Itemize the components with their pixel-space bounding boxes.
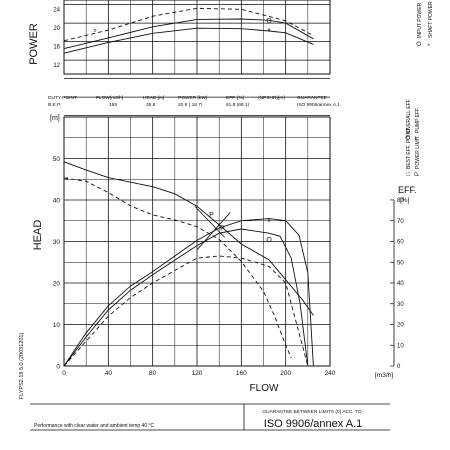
curve-marker: O [266, 237, 272, 244]
flow-x-tick-label: 80 [149, 370, 157, 377]
main-legend-sym-2: * [415, 137, 421, 140]
main-series-5 [63, 255, 309, 367]
main-legend-2: □ BEST EFF. POINT P POWER LIMIT [406, 128, 421, 176]
head-axis-label: HEAD [32, 220, 44, 251]
power-y-tick-label: 20 [53, 26, 60, 32]
head-start-marker: o [66, 176, 69, 182]
main-series-3 [63, 218, 314, 367]
sheet-identifier: FLYPS2.19 5.0 (20031201) [19, 333, 25, 400]
head-y-tick-label: 30 [53, 239, 61, 246]
main-legend-sym-1: O [406, 135, 412, 140]
main-legend-sym-4: P [415, 172, 421, 176]
power-y-tick-label: 24 [53, 7, 60, 13]
main-series-1 [63, 161, 314, 316]
eff-unit-label: [%] [400, 197, 410, 204]
head-y-tick-label: 20 [53, 281, 61, 288]
col-header-flow: FLOW[m3/h] [96, 95, 123, 101]
flow-unit-label: [m3/h] [375, 372, 393, 379]
duty-row-label: DUTY-POINT [48, 95, 77, 101]
main-series-4 [63, 228, 309, 367]
power-curves: O * o [63, 7, 314, 54]
main-legend-label-1: OVERALL EFF. [406, 98, 412, 133]
val-eff: 61.8 (69.1) [226, 102, 250, 108]
main-legend-sym-3: □ [406, 172, 412, 176]
power-series-3 [63, 27, 314, 54]
head-y-tick-label: 10 [53, 322, 61, 329]
power-legend: O INPUT POWER * SHAFT POWER [417, 1, 434, 46]
flow-x-tick-label: 160 [236, 370, 247, 377]
guarantee-title: GUARANTEE BETWEEN LIMITS (0) ACC. TO [262, 409, 362, 415]
footer-note: Performance with clear water and ambient… [34, 423, 154, 429]
eff-y-tick-label: 30 [397, 302, 404, 308]
power-y-tick-label: 12 [53, 63, 60, 69]
main-legend-label-3: BEST EFF. POINT [406, 128, 412, 169]
power-panel: 12 16 20 24 O * o POWER [28, 0, 331, 117]
power-legend-label-1: INPUT POWER [417, 2, 423, 38]
power-y-ticks: 12 16 20 24 [53, 7, 60, 69]
flow-x-tick-label: 40 [105, 370, 113, 377]
val-head: 25.6 [146, 102, 156, 108]
power-legend-sym-2: * [428, 43, 434, 46]
val-flow: 185 [109, 102, 117, 108]
col-header-power: POWER [kW] [178, 95, 207, 101]
flow-x-tick-label: 0 [62, 370, 66, 377]
main-legend-label-4: POWER LIMIT [415, 136, 421, 169]
eff-y-tick-label: 40 [397, 281, 404, 287]
val-power: 20.9 ( 18.7) [178, 102, 203, 108]
power-legend-label-2: SHAFT POWER [428, 1, 434, 38]
bep-row-label: B.E.P. [48, 102, 61, 108]
power-legend-sym-1: O [417, 41, 423, 46]
main-series-2 [63, 177, 292, 358]
footer: Performance with clear water and ambient… [30, 403, 390, 431]
power-marker-shaft: * [267, 27, 270, 36]
flow-x-tick-label: 240 [325, 370, 336, 377]
col-header-eff: EFF. [%] [226, 95, 244, 101]
col-header-npshr: (NPSHR)[m] [258, 95, 285, 101]
main-panel: 0 10 20 30 40 50 0 10 20 30 40 50 60 70 80 0 40 80 120 16… [32, 115, 417, 394]
head-y-tick-label: 40 [53, 198, 61, 205]
eff-y-tick-label: 20 [397, 323, 404, 329]
curve-markers: PP * Oo [66, 176, 273, 244]
main-legend-label-2: PUMP EFF. [415, 107, 421, 133]
val-guarantee: ISO 9906/annex A.1 [297, 102, 340, 108]
col-header-head: HEAD [m] [143, 95, 164, 101]
power-axis-label: POWER [28, 23, 40, 65]
eff-y-tick-label: 60 [397, 240, 404, 246]
power-y-tick-label: 16 [53, 44, 60, 50]
guarantee-standard: ISO 9906/annex A.1 [264, 418, 362, 430]
flow-axis-label: FLOW [250, 383, 279, 394]
eff-y-ticks: 0 10 20 30 40 50 60 70 80 [390, 198, 404, 370]
main-grid [63, 116, 395, 367]
main-curves [63, 161, 314, 367]
head-y-ticks: 0 10 20 30 40 50 [53, 156, 61, 371]
power-frame [63, 0, 331, 75]
power-grid [63, 0, 331, 117]
eff-y-tick-label: 70 [397, 219, 404, 225]
eff-y-tick-label: 0 [397, 364, 401, 370]
power-series-2 [63, 18, 314, 50]
flow-x-tick-label: 120 [192, 370, 203, 377]
col-header-guarantee: GUARANTEE [297, 95, 327, 101]
flow-x-tick-label: 200 [280, 370, 291, 377]
main-legend: O OVERALL EFF. * PUMP EFF. [406, 98, 421, 140]
eff-y-tick-label: 80 [397, 198, 404, 204]
head-y-tick-label: 50 [53, 156, 61, 163]
power-limit-line-2 [196, 212, 231, 251]
eff-axis-label: EFF. [398, 185, 417, 195]
duty-table: DUTY-POINT B.E.P. FLOW[m3/h] HEAD [m] PO… [48, 95, 340, 108]
power-marker-left: o [94, 28, 97, 34]
main-frame [63, 116, 331, 367]
curve-marker: * [267, 217, 271, 227]
curve-marker: P [220, 226, 225, 233]
eff-y-tick-label: 10 [397, 343, 404, 349]
curve-marker: P [209, 212, 214, 219]
flow-x-ticks: 0 40 80 120 160 200 240 [62, 370, 336, 377]
power-marker-input: O [266, 18, 272, 25]
eff-y-tick-label: 50 [397, 260, 404, 266]
head-unit-label: [m] [50, 115, 60, 122]
power-limit-line [194, 205, 225, 238]
power-series-1 [63, 7, 314, 42]
head-y-tick-label: 0 [56, 364, 60, 371]
